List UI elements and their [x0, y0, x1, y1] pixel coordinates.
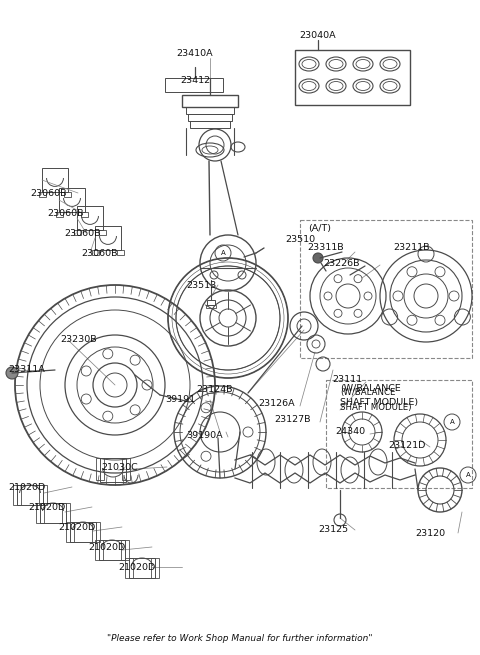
Text: 23125: 23125 — [318, 525, 348, 534]
Bar — [13, 485, 21, 505]
Bar — [100, 458, 126, 482]
Text: 21020D: 21020D — [28, 502, 65, 512]
Text: 23311B: 23311B — [307, 244, 344, 252]
Bar — [151, 558, 159, 578]
Bar — [42, 168, 68, 192]
Bar — [62, 503, 70, 523]
Text: 23510: 23510 — [285, 236, 315, 244]
Bar — [59, 188, 85, 212]
Bar — [190, 121, 230, 128]
Bar — [99, 230, 106, 235]
Text: 23060B: 23060B — [30, 189, 67, 198]
Text: 23127B: 23127B — [274, 415, 311, 424]
Text: 21020D: 21020D — [58, 523, 95, 531]
Text: 23124B: 23124B — [196, 386, 232, 394]
Bar — [206, 305, 216, 308]
Bar — [77, 206, 103, 230]
Bar — [56, 212, 63, 217]
Bar — [74, 230, 81, 235]
Text: 23121D: 23121D — [388, 441, 425, 449]
Bar — [326, 380, 472, 488]
Bar — [165, 78, 223, 92]
Text: 21020D: 21020D — [88, 542, 125, 552]
Text: 23410A: 23410A — [177, 49, 213, 58]
Bar — [96, 458, 104, 480]
Bar — [182, 95, 238, 107]
Bar — [17, 485, 43, 505]
Text: 39191: 39191 — [165, 396, 195, 405]
Text: 23060B: 23060B — [47, 208, 84, 217]
Bar — [207, 300, 215, 305]
Bar — [81, 212, 88, 217]
Bar — [95, 226, 121, 250]
Bar — [92, 522, 100, 542]
Bar — [64, 192, 71, 197]
Bar — [188, 114, 232, 121]
Text: 23111: 23111 — [332, 375, 362, 384]
Text: A: A — [450, 419, 455, 425]
Text: 23412: 23412 — [180, 76, 210, 85]
Bar — [92, 250, 99, 255]
Bar — [70, 522, 96, 542]
Text: 23513: 23513 — [186, 280, 216, 290]
Text: SHAFT MODULE): SHAFT MODULE) — [340, 398, 418, 407]
Bar — [66, 522, 74, 542]
Bar — [39, 192, 46, 197]
Text: A: A — [466, 472, 470, 478]
Circle shape — [6, 367, 18, 379]
Bar — [117, 250, 124, 255]
Text: 21020D: 21020D — [8, 483, 45, 491]
Bar — [125, 558, 133, 578]
Text: 23040A: 23040A — [300, 31, 336, 40]
Text: 21030C: 21030C — [101, 462, 138, 472]
Text: 23230B: 23230B — [60, 335, 96, 345]
Text: 23311A: 23311A — [8, 365, 45, 375]
Text: SHAFT MODULE): SHAFT MODULE) — [340, 403, 411, 412]
Text: (W/BALANCE: (W/BALANCE — [340, 383, 401, 392]
Bar — [300, 220, 472, 358]
Text: 23120: 23120 — [415, 529, 445, 538]
Bar — [99, 540, 125, 560]
Text: 21020D: 21020D — [118, 563, 155, 572]
Text: A: A — [221, 250, 226, 256]
Bar — [39, 485, 47, 505]
Bar — [95, 540, 103, 560]
Bar — [186, 107, 234, 114]
Text: 23060B: 23060B — [81, 248, 118, 257]
Bar — [122, 458, 130, 480]
Text: 23126A: 23126A — [258, 400, 295, 409]
Bar — [121, 540, 129, 560]
Bar — [40, 503, 66, 523]
Text: (W/BALANCE: (W/BALANCE — [340, 388, 396, 397]
Text: "Please refer to Work Shop Manual for further information": "Please refer to Work Shop Manual for fu… — [107, 634, 373, 643]
Text: 39190A: 39190A — [186, 430, 223, 440]
Bar — [36, 503, 44, 523]
Text: 23226B: 23226B — [323, 259, 360, 267]
Circle shape — [313, 253, 323, 263]
Text: (A/T): (A/T) — [308, 223, 331, 233]
Text: 23211B: 23211B — [393, 244, 430, 252]
Text: 23060B: 23060B — [64, 229, 100, 238]
Bar — [295, 50, 410, 105]
Bar — [129, 558, 155, 578]
Text: 24340: 24340 — [335, 428, 365, 436]
